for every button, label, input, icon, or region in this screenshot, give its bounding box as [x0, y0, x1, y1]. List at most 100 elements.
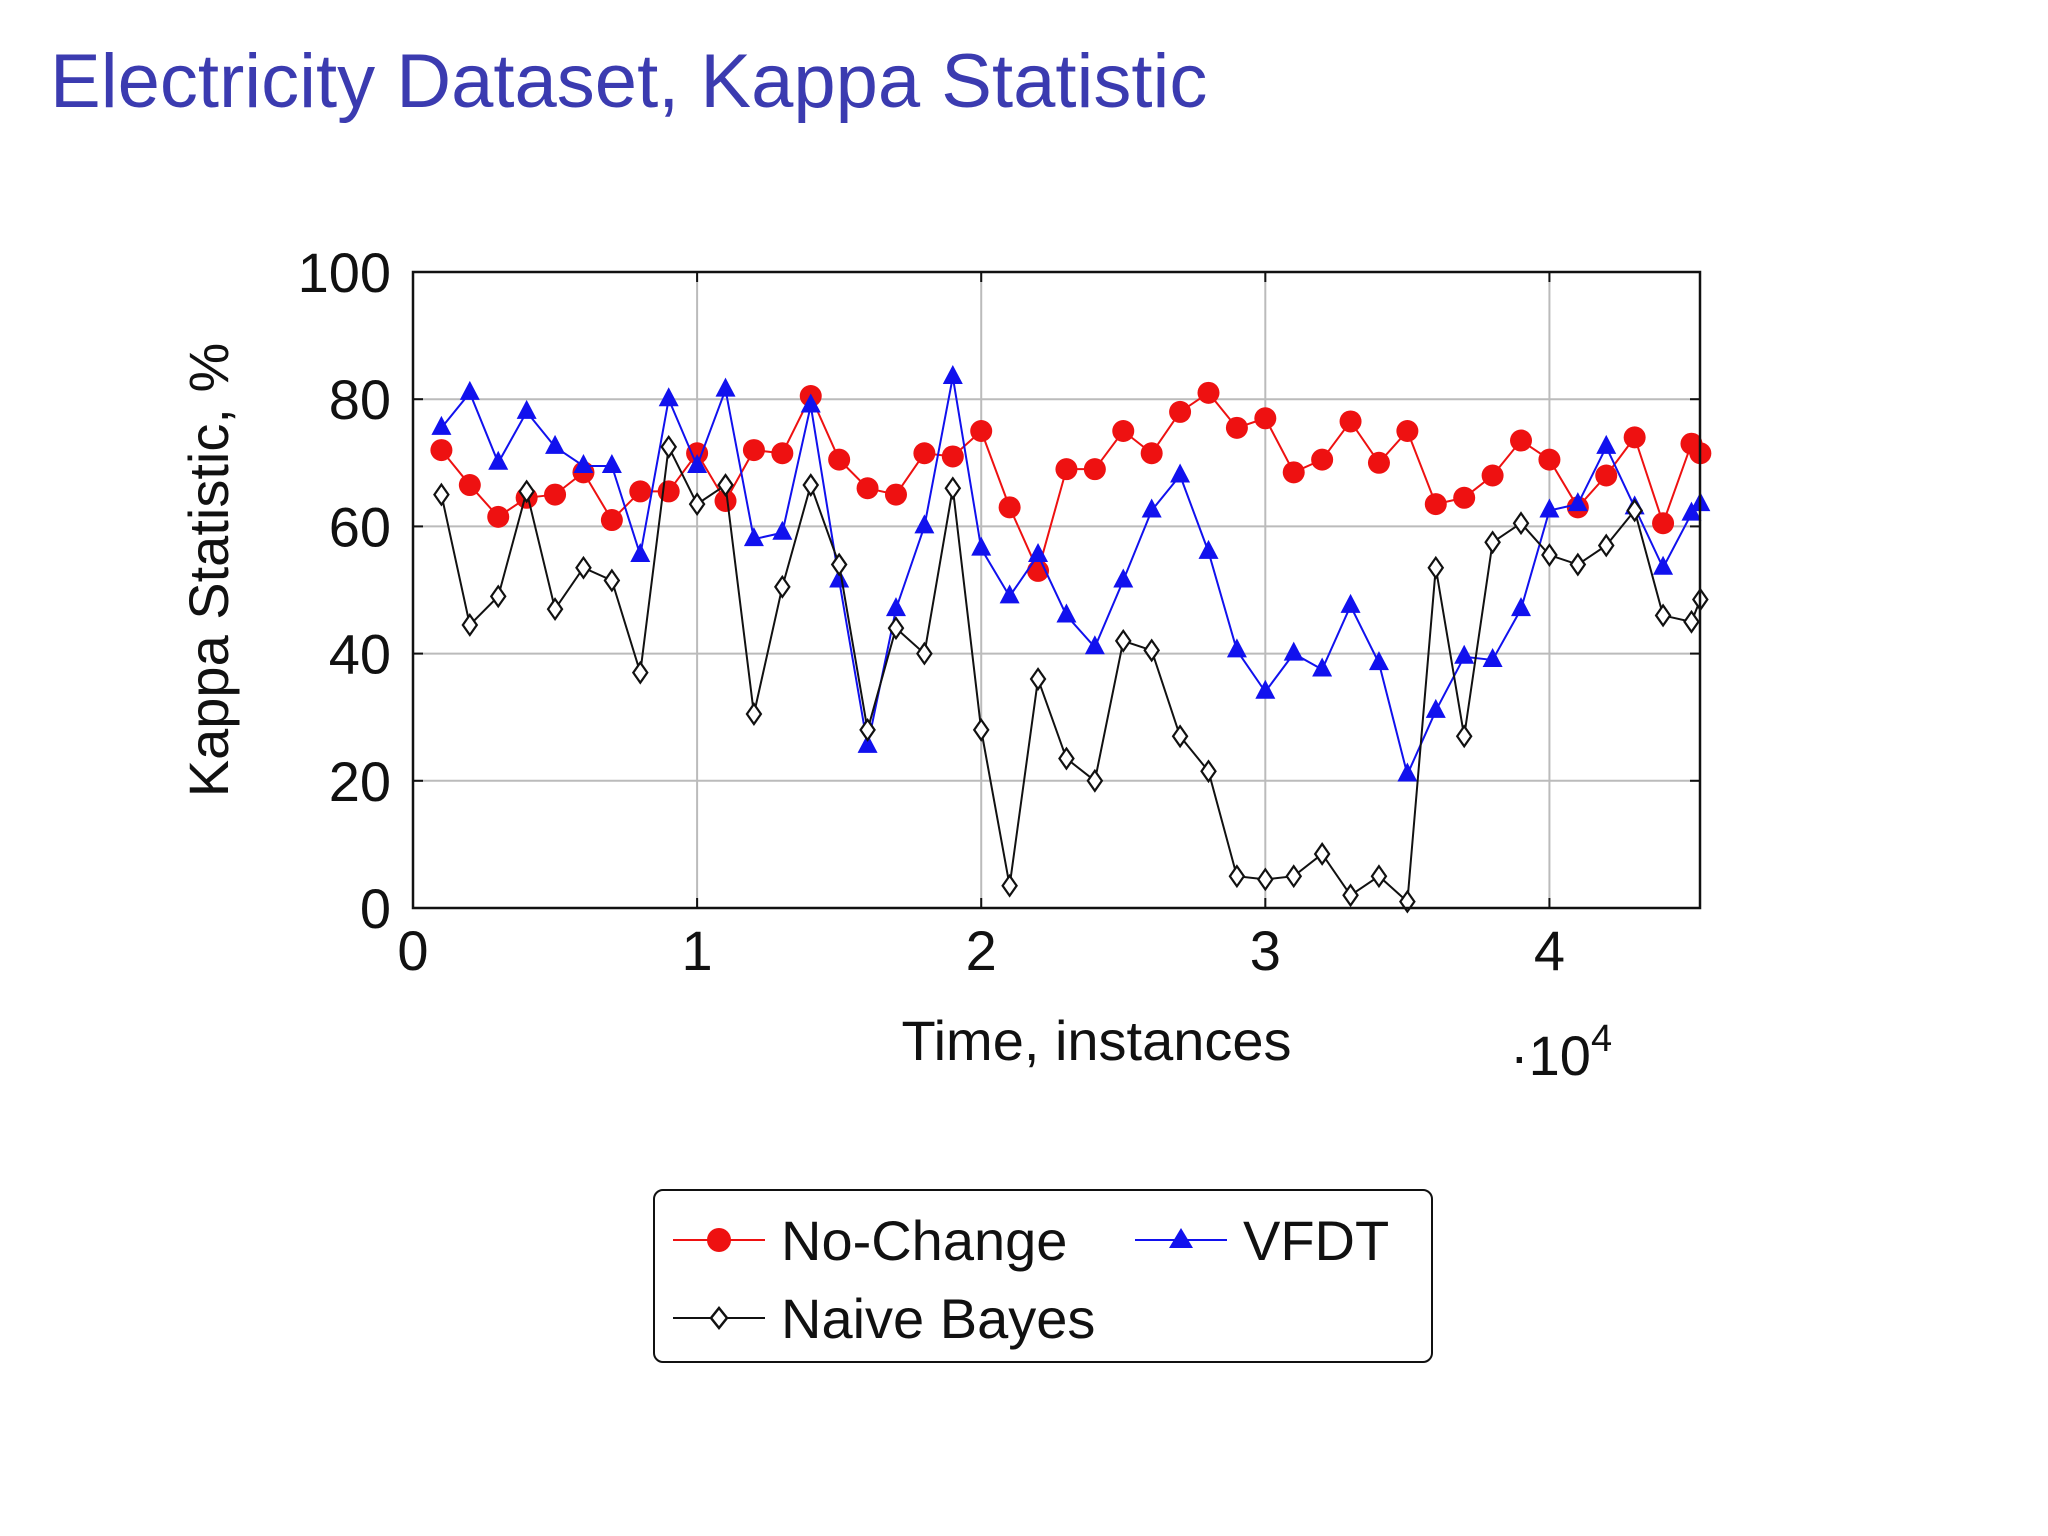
- point-naive-bayes: [631, 660, 649, 685]
- point-no-change: [458, 474, 481, 497]
- point-naive-bayes: [1597, 533, 1615, 558]
- point-naive-bayes: [1200, 759, 1217, 784]
- point-naive-bayes: [546, 597, 564, 621]
- point-vfdt: [914, 514, 935, 534]
- point-no-change: [742, 439, 765, 462]
- point-naive-bayes: [433, 482, 450, 507]
- point-vfdt: [1255, 679, 1276, 699]
- y-tick-label: 0: [360, 877, 391, 940]
- point-naive-bayes: [773, 574, 791, 599]
- point-naive-bayes: [1256, 867, 1274, 892]
- point-no-change: [884, 483, 907, 506]
- point-no-change: [998, 496, 1021, 519]
- point-no-change: [1538, 448, 1561, 471]
- point-naive-bayes: [830, 552, 848, 577]
- point-no-change: [657, 480, 680, 503]
- point-vfdt: [1141, 498, 1162, 518]
- series-line-no-change: [440, 391, 1702, 574]
- point-vfdt: [1113, 568, 1134, 588]
- point-naive-bayes: [1512, 511, 1530, 536]
- point-vfdt: [1170, 463, 1191, 483]
- legend: No-Change VFDT Naive Bayes: [653, 1189, 1433, 1363]
- grid-lines: [412, 271, 1700, 909]
- point-vfdt: [1653, 555, 1674, 575]
- legend-label-naive-bayes: Naive Bayes: [781, 1286, 1096, 1350]
- point-no-change: [1424, 493, 1447, 516]
- point-no-change: [1510, 429, 1533, 452]
- y-tick-label: 100: [298, 241, 391, 304]
- point-naive-bayes: [1285, 864, 1303, 889]
- point-naive-bayes: [461, 613, 479, 637]
- y-tick-label: 60: [329, 495, 391, 558]
- tick-labels: 0 20 40 60 80 100 0 1 2 3 4: [298, 241, 1565, 982]
- point-no-change: [1623, 426, 1646, 449]
- point-naive-bayes: [603, 568, 621, 593]
- point-no-change: [714, 489, 737, 512]
- point-no-change: [1254, 407, 1277, 430]
- x-tick-label: 1: [682, 919, 713, 982]
- point-vfdt: [942, 364, 963, 384]
- point-naive-bayes: [916, 641, 933, 666]
- y-tick-label: 20: [329, 750, 391, 813]
- point-naive-bayes: [489, 584, 507, 609]
- point-no-change: [1481, 464, 1504, 487]
- point-naive-bayes: [1370, 864, 1388, 889]
- point-vfdt: [829, 568, 850, 588]
- series-line-naive-bayes: [440, 443, 1702, 904]
- point-vfdt: [1482, 647, 1503, 667]
- point-vfdt: [1056, 603, 1077, 623]
- point-naive-bayes: [1001, 873, 1018, 898]
- x-axis-scale-exponent: 4: [1591, 1018, 1612, 1060]
- point-naive-bayes: [1399, 889, 1416, 914]
- point-naive-bayes: [1683, 609, 1700, 634]
- legend-marker-vfdt: [1135, 1228, 1227, 1248]
- point-vfdt: [658, 387, 679, 407]
- point-naive-bayes: [859, 718, 876, 742]
- point-vfdt: [573, 453, 594, 473]
- point-vfdt: [772, 520, 793, 540]
- point-naive-bayes: [1455, 724, 1473, 749]
- point-no-change: [1595, 464, 1618, 487]
- point-vfdt: [1397, 762, 1418, 782]
- x-tick-label: 0: [397, 919, 428, 982]
- series-layer: [430, 364, 1712, 914]
- point-vfdt: [1226, 638, 1247, 658]
- point-no-change: [629, 480, 652, 503]
- point-no-change: [1083, 458, 1106, 481]
- point-vfdt: [431, 415, 452, 435]
- series-no-change: [430, 381, 1712, 582]
- point-vfdt: [857, 733, 878, 753]
- point-vfdt: [1283, 641, 1304, 661]
- point-naive-bayes: [1342, 883, 1359, 908]
- point-vfdt: [1084, 635, 1105, 655]
- point-no-change: [970, 420, 993, 442]
- point-vfdt: [743, 527, 764, 547]
- point-vfdt: [1567, 492, 1588, 512]
- series-vfdt: [431, 364, 1711, 782]
- point-naive-bayes: [1143, 638, 1161, 663]
- point-no-change: [1282, 461, 1305, 484]
- point-no-change: [828, 448, 851, 471]
- point-naive-bayes: [1058, 746, 1075, 771]
- point-naive-bayes: [518, 479, 535, 504]
- point-naive-bayes: [745, 702, 763, 726]
- point-no-change: [913, 442, 936, 465]
- point-vfdt: [516, 399, 537, 419]
- x-axis-label: Time, instances: [901, 1009, 1291, 1072]
- point-naive-bayes: [1541, 543, 1558, 567]
- x-tick-label: 2: [966, 919, 997, 982]
- slide-title: Electricity Dataset, Kappa Statistic: [50, 39, 1208, 124]
- point-no-change: [1367, 451, 1390, 474]
- series-line-vfdt: [440, 376, 1702, 778]
- legend-marker-naive-bayes: [673, 1305, 765, 1331]
- y-tick-label: 40: [329, 623, 391, 686]
- point-no-change: [1453, 486, 1476, 509]
- point-naive-bayes: [1228, 864, 1246, 889]
- point-vfdt: [715, 377, 736, 397]
- point-vfdt: [1198, 539, 1219, 559]
- point-no-change: [771, 442, 794, 465]
- point-vfdt: [1312, 657, 1333, 677]
- point-no-change: [1140, 442, 1163, 465]
- point-naive-bayes: [1484, 530, 1501, 555]
